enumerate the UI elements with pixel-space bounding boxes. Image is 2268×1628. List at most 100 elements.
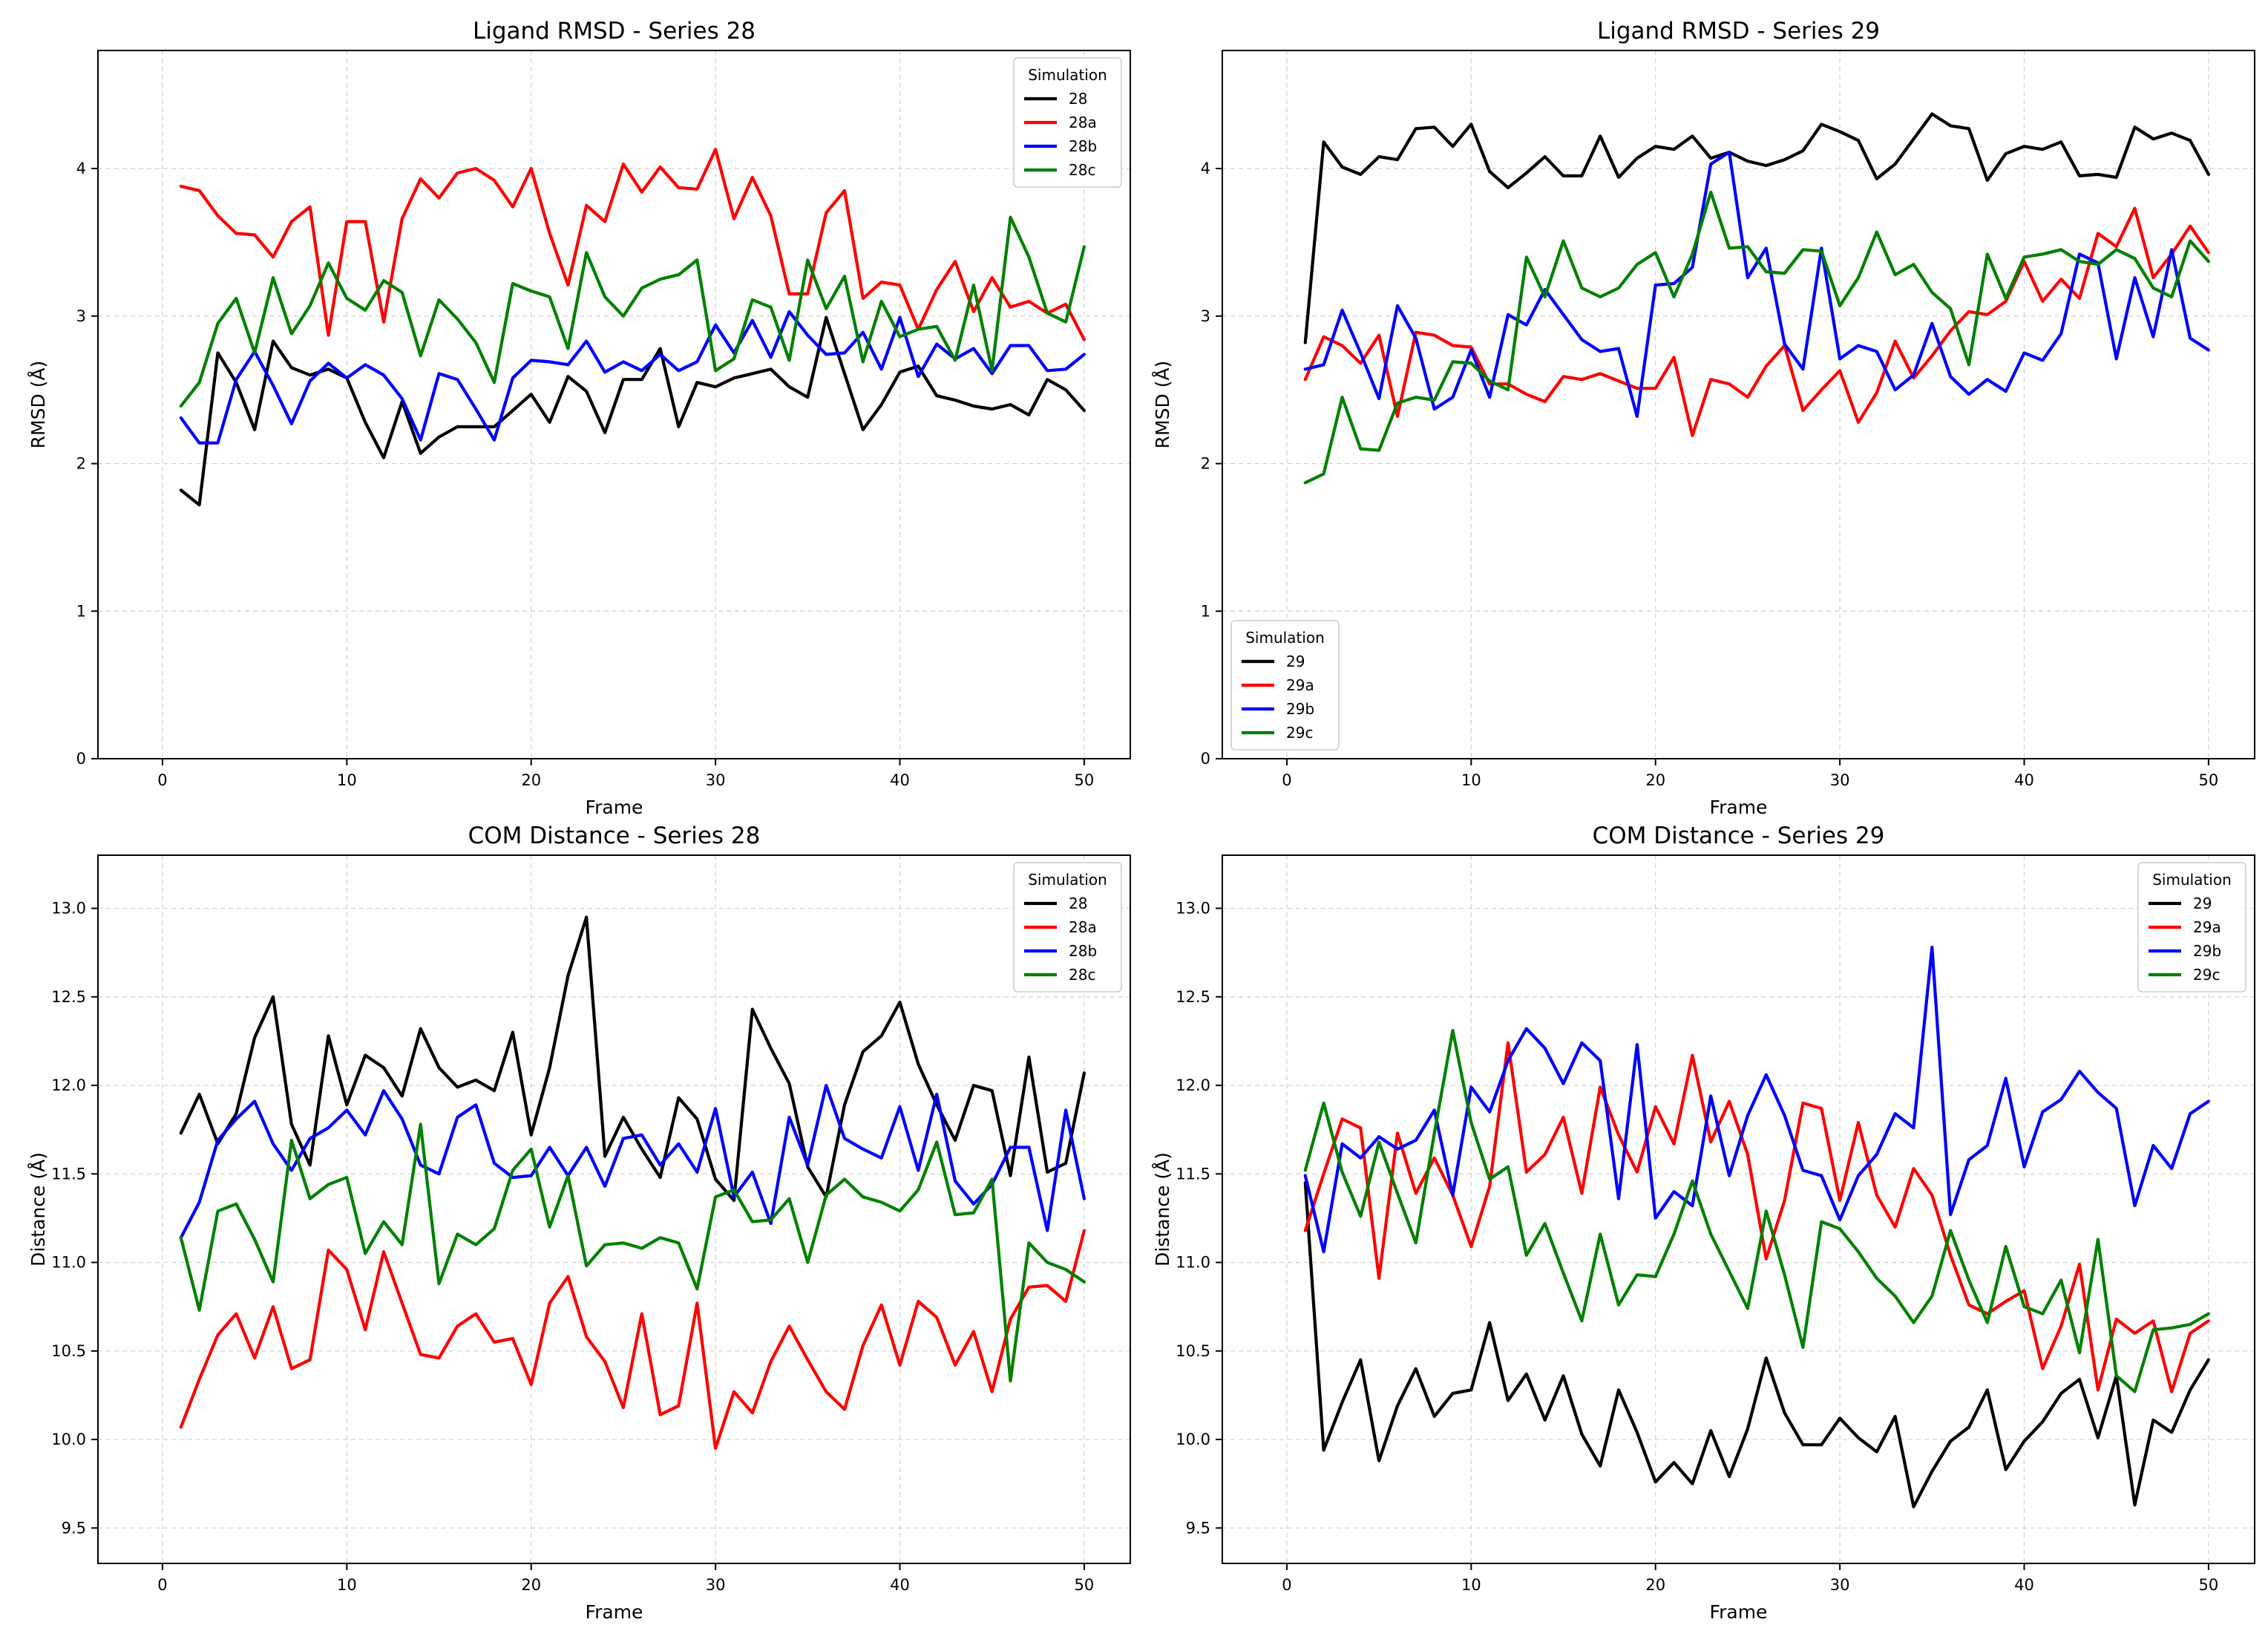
x-tick-label: 40 <box>2014 1576 2034 1594</box>
series-line-29c <box>1303 190 2210 485</box>
series-line-29 <box>1303 1181 2210 1508</box>
x-tick-label: 40 <box>890 771 910 789</box>
x-tick-label: 40 <box>890 1576 910 1594</box>
chart-title: Ligand RMSD - Series 28 <box>473 18 756 45</box>
y-tick-label: 11.0 <box>1176 1254 1210 1272</box>
x-axis-label: Frame <box>586 1601 643 1623</box>
series-line-28b <box>179 310 1087 445</box>
y-tick-label: 1 <box>76 602 86 620</box>
y-tick-label: 10.5 <box>51 1342 86 1360</box>
series-line-28 <box>179 915 1087 1203</box>
x-axis-label: Frame <box>586 797 643 818</box>
x-tick-label: 0 <box>157 771 167 789</box>
x-tick-label: 50 <box>2199 771 2219 789</box>
chart-title: COM Distance - Series 29 <box>1593 823 1885 849</box>
legend-label-28: 28 <box>1069 895 1087 912</box>
x-tick-label: 30 <box>1830 1576 1850 1594</box>
chart-panel-4: 0 10 20 30 40 50 9.5 10.0 10.5 11.0 11.5 12.0 12.5 13… <box>1152 823 2255 1623</box>
x-tick-label: 30 <box>706 1576 726 1594</box>
legend-title: Simulation <box>1028 66 1107 84</box>
y-tick-label: 12.0 <box>51 1076 86 1094</box>
chart-panel-2: 0 10 20 30 40 50 0 1 2 3 4 Ligand RMSD - Series 29 F… <box>1152 18 2255 818</box>
x-tick-label: 40 <box>2014 771 2034 789</box>
x-axis-label: Frame <box>1710 797 1768 818</box>
legend-label-28: 28 <box>1069 90 1087 108</box>
y-tick-label: 11.0 <box>51 1254 86 1272</box>
chart-panel-1: 0 10 20 30 40 50 0 1 2 3 4 Ligand RMSD - Series 28 F… <box>27 18 1131 818</box>
legend-label-28a: 28a <box>1069 918 1097 936</box>
y-tick-label: 10.0 <box>1176 1431 1210 1448</box>
x-tick-label: 10 <box>337 771 357 789</box>
legend: Simulation 28 28a 28b 28c <box>1013 862 1122 993</box>
legend-box <box>1013 862 1122 993</box>
x-tick-label: 30 <box>1830 771 1850 789</box>
x-tick-label: 10 <box>1461 1576 1481 1594</box>
y-tick-label: 13.0 <box>1176 900 1210 918</box>
legend-box <box>1230 620 1340 751</box>
legend-label-28c: 28c <box>1069 966 1095 984</box>
x-tick-label: 20 <box>521 771 541 789</box>
y-axis-label: Distance (Å) <box>27 1152 49 1266</box>
x-tick-label: 50 <box>2199 1576 2219 1594</box>
series-line-29b <box>1303 151 2210 419</box>
legend-box <box>2137 862 2246 993</box>
y-tick-label: 4 <box>1201 160 1210 177</box>
x-tick-label: 50 <box>1075 771 1095 789</box>
legend-label-29b: 29b <box>2193 942 2221 960</box>
legend-label-29a: 29a <box>2193 918 2221 936</box>
x-tick-label: 0 <box>1282 771 1291 789</box>
y-tick-label: 11.5 <box>51 1165 86 1183</box>
y-tick-label: 4 <box>76 160 86 177</box>
x-tick-label: 20 <box>1645 771 1665 789</box>
y-tick-label: 9.5 <box>62 1519 86 1537</box>
series-line-29a <box>1303 1041 2210 1393</box>
y-tick-label: 0 <box>76 750 86 768</box>
y-tick-label: 10.5 <box>1176 1342 1210 1360</box>
y-tick-label: 13.0 <box>51 900 86 918</box>
legend-label-29c: 29c <box>1286 724 1313 742</box>
legend-label-29: 29 <box>1286 653 1305 670</box>
series-line-28b <box>179 1083 1087 1240</box>
y-tick-label: 12.5 <box>51 988 86 1006</box>
plot-frame <box>97 50 1131 759</box>
y-tick-label: 3 <box>76 307 86 325</box>
legend-label-29: 29 <box>2193 895 2212 912</box>
y-tick-label: 3 <box>1201 307 1210 325</box>
legend-label-29c: 29c <box>2193 966 2220 984</box>
series-line-28c <box>179 215 1087 408</box>
legend-label-28a: 28a <box>1069 114 1097 131</box>
y-tick-label: 10.0 <box>51 1431 86 1448</box>
legend-label-28b: 28b <box>1069 942 1097 960</box>
series-line-28c <box>179 1122 1087 1383</box>
plot-frame <box>97 854 1131 1564</box>
y-tick-label: 2 <box>76 455 86 473</box>
y-tick-label: 9.5 <box>1186 1519 1210 1537</box>
series-line-29a <box>1303 206 2210 437</box>
legend-title: Simulation <box>2152 871 2232 889</box>
x-tick-label: 20 <box>521 1576 541 1594</box>
x-axis-label: Frame <box>1710 1601 1768 1623</box>
chart-title: Ligand RMSD - Series 29 <box>1597 18 1880 45</box>
legend-label-28c: 28c <box>1069 161 1095 179</box>
legend-label-28b: 28b <box>1069 137 1097 155</box>
x-tick-label: 50 <box>1075 1576 1095 1594</box>
plot-frame <box>1222 854 2255 1564</box>
series-line-29c <box>1303 1028 2210 1393</box>
x-tick-label: 0 <box>157 1576 167 1594</box>
x-tick-label: 30 <box>706 771 726 789</box>
x-tick-label: 10 <box>1461 771 1481 789</box>
legend-box <box>1013 57 1122 188</box>
y-axis-label: RMSD (Å) <box>1152 361 1173 449</box>
legend: Simulation 29 29a 29b 29c <box>1230 620 1340 751</box>
x-tick-label: 20 <box>1645 1576 1665 1594</box>
legend: Simulation 29 29a 29b 29c <box>2137 862 2246 993</box>
legend-label-29a: 29a <box>1286 676 1314 694</box>
y-tick-label: 12.0 <box>1176 1076 1210 1094</box>
series-line-28a <box>179 1229 1087 1451</box>
y-axis-label: RMSD (Å) <box>27 361 49 449</box>
series-line-28 <box>179 316 1087 507</box>
legend-label-29b: 29b <box>1286 700 1314 718</box>
chart-panel-3: 0 10 20 30 40 50 9.5 10.0 10.5 11.0 11.5 12.0 12.5 13… <box>27 823 1131 1623</box>
plot-frame <box>1222 50 2255 759</box>
